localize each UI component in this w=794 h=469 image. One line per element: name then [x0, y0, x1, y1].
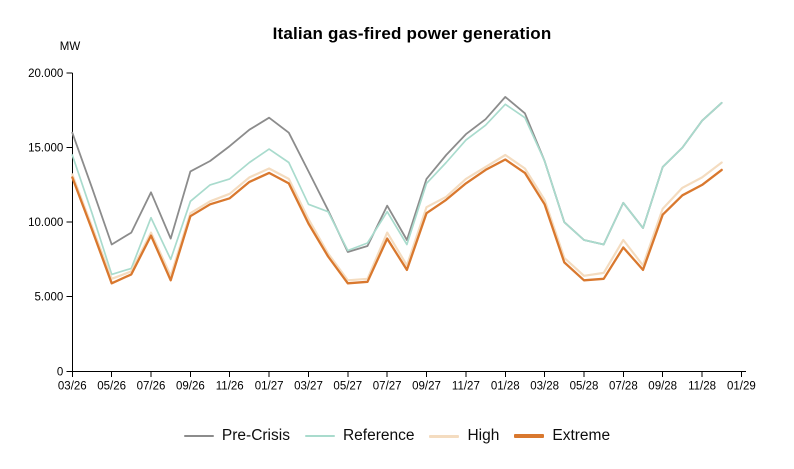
legend-label-pre-crisis: Pre-Crisis	[221, 427, 290, 444]
y-axis-unit-label: MW	[59, 41, 81, 53]
series-line-reference	[71, 101, 723, 276]
x-tick-label: 07/28	[609, 380, 638, 392]
y-tick-label: 10.000	[28, 217, 63, 229]
chart-title: Italian gas-fired power generation	[272, 24, 552, 43]
legend-label-high: High	[467, 427, 500, 444]
series-line-high	[71, 153, 723, 282]
x-tick-label: 07/26	[137, 380, 166, 392]
legend-swatch-extreme	[514, 434, 545, 438]
legend-swatch-high	[429, 434, 460, 438]
x-tick-label: 09/28	[648, 380, 677, 392]
legend-swatch-reference	[304, 434, 335, 438]
y-tick-label: 0	[57, 366, 63, 378]
legend-item-pre-crisis: Pre-Crisis	[183, 427, 290, 445]
x-tick-label: 09/26	[176, 380, 205, 392]
series-line-extreme	[71, 158, 723, 285]
legend-swatch-pre-crisis	[183, 434, 214, 438]
x-tick-label: 01/29	[727, 380, 756, 392]
x-tick-label: 11/27	[452, 380, 480, 392]
x-tick-label: 03/27	[294, 380, 323, 392]
legend: Pre-Crisis Reference High Extreme	[0, 427, 794, 445]
y-tick-label: 15.000	[28, 143, 63, 155]
x-tick-label: 11/28	[688, 380, 716, 392]
x-tick-label: 09/27	[412, 380, 441, 392]
x-tick-label: 03/28	[530, 380, 559, 392]
x-tick-label: 07/27	[373, 380, 402, 392]
x-tick-label: 03/26	[58, 380, 87, 392]
x-tick-label: 05/27	[333, 380, 362, 392]
x-tick-label: 05/28	[570, 380, 599, 392]
x-tick-label: 11/26	[216, 380, 244, 392]
legend-item-extreme: Extreme	[514, 427, 610, 445]
y-tick-label: 20.000	[28, 68, 63, 80]
legend-label-extreme: Extreme	[552, 427, 611, 444]
legend-item-reference: Reference	[304, 427, 415, 445]
legend-item-high: High	[429, 427, 499, 445]
legend-label-reference: Reference	[342, 427, 415, 444]
x-tick-label: 01/27	[255, 380, 284, 392]
x-tick-label: 05/26	[97, 380, 126, 392]
y-tick-label: 5.000	[35, 292, 64, 304]
x-tick-label: 01/28	[491, 380, 520, 392]
